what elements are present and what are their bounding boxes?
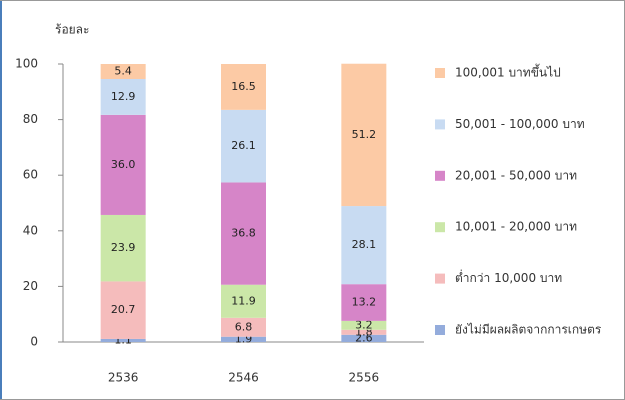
legend-label: 100,001 บาทขึ้นไป (455, 64, 561, 80)
data-label: 20.7 (111, 303, 136, 316)
data-label: 36.0 (111, 158, 136, 171)
data-label: 13.2 (352, 296, 377, 309)
data-label: 16.5 (231, 80, 256, 93)
data-label: 11.9 (231, 294, 256, 307)
bar-segment (100, 214, 146, 282)
x-tick-label: 2546 (228, 371, 259, 385)
data-label: 12.9 (111, 90, 136, 103)
bar-segment (221, 109, 266, 183)
data-label: 6.8 (235, 320, 253, 333)
data-label: 3.2 (355, 318, 373, 331)
data-label: 36.8 (231, 227, 256, 240)
data-label: 28.1 (352, 238, 377, 251)
bar-segment (341, 206, 387, 285)
data-label: 26.1 (231, 139, 256, 152)
bar-segment (221, 317, 266, 337)
y-tick-label: 60 (23, 168, 38, 182)
bar-segment (100, 281, 146, 339)
data-label: 51.2 (352, 128, 377, 141)
y-axis-label: ร้อยละ (55, 23, 89, 37)
legend-label: ต่ำกว่า 10,000 บาท (455, 269, 562, 285)
x-tick-label: 2556 (349, 371, 380, 385)
y-tick-label: 40 (23, 223, 38, 237)
data-label: 5.4 (114, 65, 132, 78)
legend-label: 10,001 - 20,000 บาท (455, 220, 577, 234)
legend-label: ยังไม่มีผลผลิตจากการเกษตร (455, 323, 602, 337)
bar-segment (341, 334, 387, 342)
bar-segment (341, 320, 387, 330)
legend-swatch (435, 119, 445, 130)
x-tick-label: 2536 (108, 371, 139, 385)
legend-swatch (435, 325, 445, 335)
bar-segment (221, 64, 266, 110)
bar-segment (221, 284, 266, 318)
y-tick-label: 80 (23, 112, 38, 126)
legend-swatch (435, 170, 445, 181)
legend-swatch (435, 222, 445, 233)
legend-swatch (435, 273, 445, 284)
data-label: 23.9 (111, 241, 136, 254)
bar-segment (100, 79, 146, 115)
legend-label: 20,001 - 50,000 บาท (455, 168, 577, 182)
bar-segment (221, 182, 266, 285)
bar-segment (341, 284, 387, 321)
bar-segment (100, 338, 146, 342)
bar-segment (100, 64, 146, 80)
y-tick-label: 0 (30, 335, 38, 349)
legend-swatch (435, 68, 445, 78)
legend-label: 50,001 - 100,000 บาท (455, 117, 585, 131)
y-tick-label: 100 (15, 57, 38, 71)
bar-segment (341, 329, 387, 335)
bar-segment (341, 63, 387, 207)
bar-segment (100, 114, 146, 215)
bar-segment (221, 336, 266, 342)
y-tick-label: 20 (23, 279, 38, 293)
